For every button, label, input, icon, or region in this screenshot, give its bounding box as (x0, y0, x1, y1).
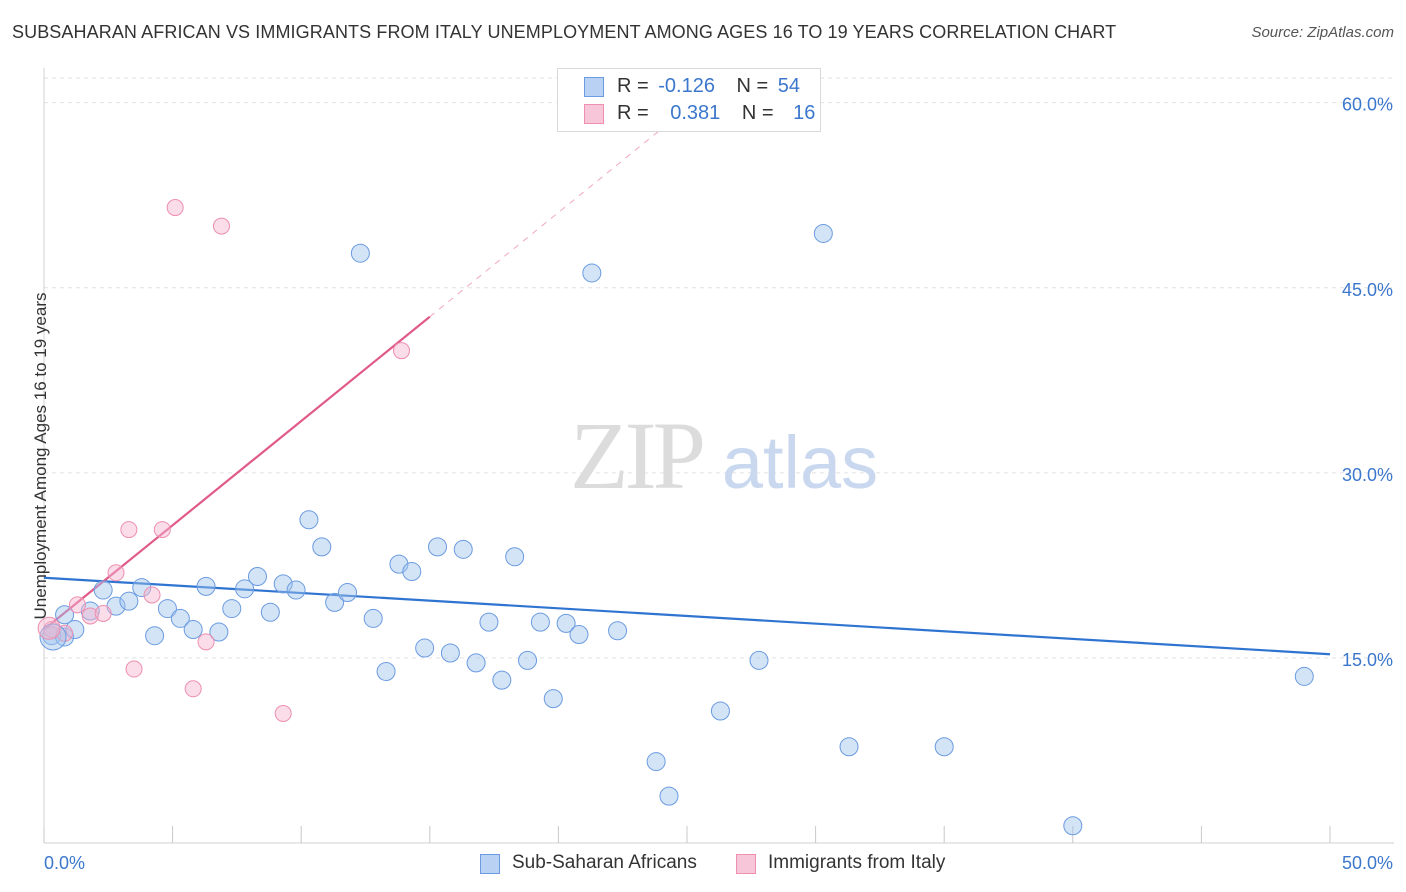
point-sub-saharan (196, 576, 216, 596)
legend-n-value-series1: 54 (777, 75, 801, 97)
point-sub-saharan (235, 579, 255, 599)
point-sub-saharan (934, 737, 954, 757)
point-italy (143, 586, 161, 604)
bottom-legend-label-series2: Immigrants from Italy (768, 852, 946, 873)
point-sub-saharan (312, 537, 332, 557)
point-sub-saharan (813, 223, 833, 243)
point-italy (125, 660, 143, 678)
point-sub-saharan (183, 620, 203, 640)
chart-source: Source: ZipAtlas.com (1251, 24, 1394, 41)
point-sub-saharan (337, 583, 357, 603)
point-italy (120, 521, 138, 539)
point-italy (107, 564, 125, 582)
watermark-zip: ZIP (570, 402, 703, 509)
point-sub-saharan (569, 624, 589, 644)
legend-n-value-series2: 16 (793, 102, 816, 124)
point-sub-saharan (170, 608, 190, 628)
point-sub-saharan (415, 638, 435, 658)
point-sub-saharan (119, 591, 139, 611)
watermark-atlas: atlas (722, 421, 878, 504)
point-sub-saharan (543, 689, 563, 709)
legend-n-label: N = (736, 75, 769, 97)
tick-labels: 15.0% 30.0% 45.0% 60.0% 0.0% 50.0% (44, 95, 1393, 873)
watermark: ZIP atlas (570, 402, 878, 509)
y-tick-label: 60.0% (1342, 95, 1393, 115)
point-sub-saharan (260, 602, 280, 622)
point-sub-saharan (518, 650, 538, 670)
point-sub-saharan (556, 613, 576, 633)
point-italy (166, 199, 184, 217)
point-sub-saharan (80, 601, 100, 621)
y-tick-label: 15.0% (1342, 650, 1393, 670)
point-sub-saharan (376, 661, 396, 681)
point-italy (184, 680, 202, 698)
point-italy (153, 521, 171, 539)
point-sub-saharan (608, 621, 628, 641)
correlation-legend: R = -0.126 N = 54 R = 0.381 N = 16 (557, 68, 821, 132)
point-italy (212, 217, 230, 235)
point-sub-saharan (505, 547, 525, 567)
point-sub-saharan (440, 643, 460, 663)
point-sub-saharan (247, 566, 267, 586)
x-tick-label: 50.0% (1342, 853, 1393, 873)
point-sub-saharan (1294, 666, 1314, 686)
point-sub-saharan (492, 670, 512, 690)
trend-line-sub-saharan (43, 576, 1331, 656)
legend-r-label: R = (617, 75, 649, 97)
point-sub-saharan (530, 612, 550, 632)
point-sub-saharan (157, 599, 177, 619)
point-sub-saharan (453, 539, 473, 559)
data-points (37, 199, 1314, 836)
point-sub-saharan (209, 622, 229, 642)
point-italy (94, 605, 112, 622)
y-axis-label: Unemployment Among Ages 16 to 19 years (31, 292, 50, 620)
point-italy (197, 633, 215, 651)
point-sub-saharan (582, 263, 602, 283)
point-sub-saharan (466, 653, 486, 673)
point-sub-saharan (222, 599, 242, 619)
point-sub-saharan (350, 243, 370, 263)
point-sub-saharan (145, 626, 165, 646)
axes (43, 68, 1394, 844)
gridlines (44, 77, 1394, 659)
legend-n-label: N = (741, 102, 774, 124)
point-sub-saharan (65, 620, 85, 640)
trend-line-italy (43, 315, 431, 631)
point-sub-saharan (839, 737, 859, 757)
point-sub-saharan (55, 605, 75, 625)
point-sub-saharan (1063, 816, 1083, 836)
bottom-legend-swatch-pink (736, 854, 756, 874)
point-italy (81, 607, 99, 625)
trend-lines (43, 77, 1331, 656)
x-tick-label: 0.0% (44, 853, 85, 873)
legend-swatch-blue (584, 77, 604, 97)
bottom-legend-label-series1: Sub-Saharan Africans (512, 852, 697, 873)
point-italy (37, 616, 61, 640)
point-sub-saharan (325, 592, 345, 612)
legend-r-value-series2: 0.381 (670, 102, 721, 124)
point-italy (274, 704, 292, 722)
point-sub-saharan (428, 537, 448, 557)
point-sub-saharan (479, 612, 499, 632)
legend-swatch-pink (584, 104, 604, 124)
point-sub-saharan (363, 608, 383, 628)
chart-title: SUBSAHARAN AFRICAN VS IMMIGRANTS FROM IT… (12, 22, 1117, 42)
point-sub-saharan (93, 580, 113, 600)
point-sub-saharan (299, 510, 319, 530)
y-tick-label: 30.0% (1342, 465, 1393, 485)
point-sub-saharan (710, 701, 730, 721)
point-sub-saharan (749, 650, 769, 670)
legend-r-value-series1: -0.126 (658, 75, 715, 97)
legend-r-label: R = (617, 102, 649, 124)
point-sub-saharan (646, 752, 666, 772)
point-italy (393, 342, 411, 360)
y-tick-label: 45.0% (1342, 280, 1393, 300)
bottom-legend-swatch-blue (480, 854, 500, 874)
point-sub-saharan (402, 562, 422, 582)
point-italy (68, 596, 86, 614)
point-sub-saharan (286, 580, 306, 600)
point-sub-saharan (659, 786, 679, 806)
